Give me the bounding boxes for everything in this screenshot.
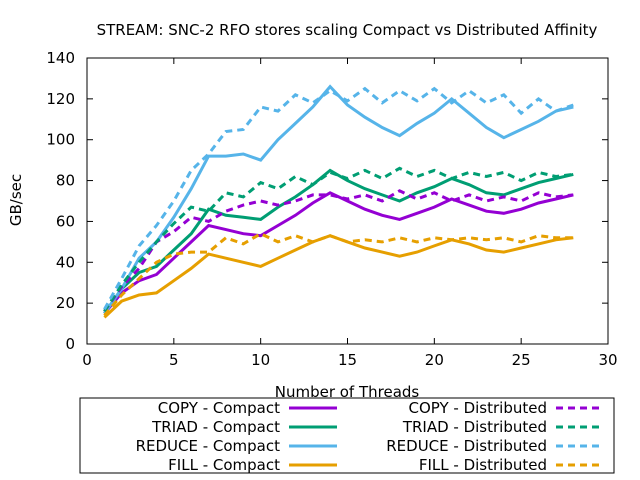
legend-label: REDUCE - Distributed — [386, 437, 547, 455]
legend-box — [79, 397, 615, 474]
series-line-triad-compact — [103, 168, 574, 315]
series-line-triad-distributed — [103, 166, 574, 313]
legend-label: COPY - Compact — [158, 399, 280, 417]
y-tick-label: 60 — [56, 212, 75, 230]
series-lines — [103, 84, 574, 319]
legend-label: COPY - Distributed — [408, 399, 547, 417]
series-line-copy-compact — [103, 191, 574, 315]
x-tick-label: 10 — [251, 351, 270, 369]
legend-label: REDUCE - Compact — [136, 437, 281, 455]
series-line-fill-compact — [103, 234, 574, 319]
y-tick-label: 100 — [46, 131, 75, 149]
legend-label: TRIAD - Compact — [151, 418, 280, 436]
series-line-fill-distributed — [103, 232, 574, 317]
legend-label: FILL - Compact — [168, 456, 280, 474]
x-tick-label: 30 — [598, 351, 617, 369]
x-tick-label: 5 — [169, 351, 179, 369]
x-tick-label: 20 — [425, 351, 444, 369]
y-tick-label: 120 — [46, 90, 75, 108]
x-tick-label: 15 — [338, 351, 357, 369]
y-tick-label: 0 — [65, 335, 75, 353]
y-tick-label: 40 — [56, 253, 75, 271]
legend-label: TRIAD - Distributed — [402, 418, 547, 436]
chart-title: STREAM: SNC-2 RFO stores scaling Compact… — [97, 21, 598, 39]
y-axis-label: GB/sec — [7, 174, 25, 226]
x-axis-label: Number of Threads — [275, 383, 420, 401]
x-tick-label: 25 — [512, 351, 531, 369]
y-tick-label: 20 — [56, 294, 75, 312]
series-line-reduce-distributed — [103, 86, 574, 311]
x-tick-label: 0 — [82, 351, 92, 369]
y-tick-label: 140 — [46, 49, 75, 67]
y-tick-label: 80 — [56, 172, 75, 190]
legend-label: FILL - Distributed — [419, 456, 547, 474]
axes: 0 5 10 15 20 25 30 0 20 40 60 80 100 120 140 — [46, 49, 617, 369]
